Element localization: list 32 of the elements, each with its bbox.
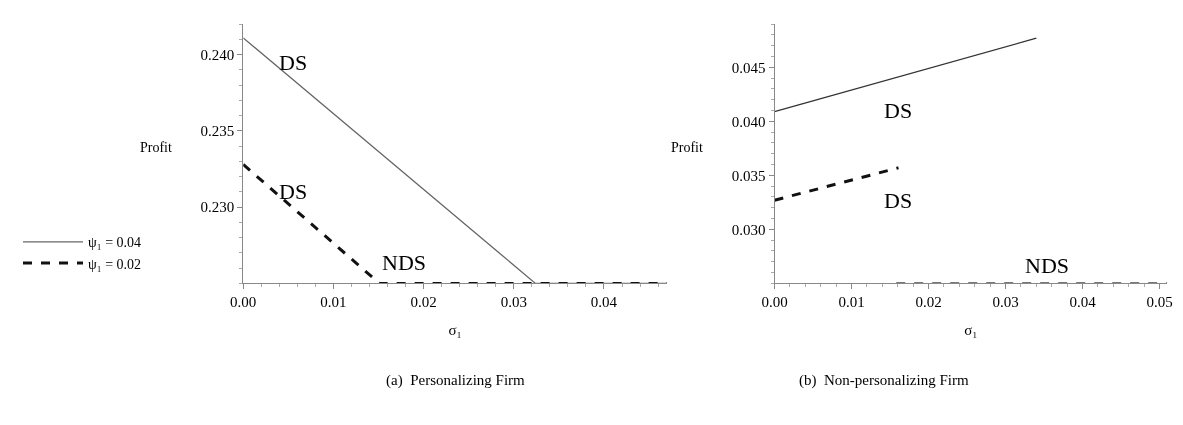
legend-label: ψ₁ = 0.02: [88, 256, 142, 272]
x-tick-label: 0.00: [761, 294, 788, 311]
y-tick-label: 0.235: [200, 123, 235, 140]
text: (a) Personalizing Firm: [386, 372, 526, 389]
x-tick-label: 0.04: [590, 294, 618, 311]
x-tick-label: 0.03: [500, 294, 527, 311]
annotation: DS: [884, 98, 913, 123]
x-axis-title: σ₁: [448, 322, 462, 339]
annotation: DS: [884, 188, 913, 213]
x-tick-label: 0.00: [230, 294, 257, 311]
y-axis-title: Profit: [671, 140, 703, 155]
annotation: NDS: [382, 250, 427, 275]
x-tick-label: 0.01: [320, 294, 347, 311]
y-tick-label: 0.040: [731, 113, 766, 130]
annotation: NDS: [1025, 253, 1070, 278]
x-tick-label: 0.04: [1069, 294, 1097, 311]
x-axis-title: σ₁: [964, 322, 978, 339]
text: (b) Non-personalizing Firm: [799, 372, 969, 389]
y-tick-label: 0.230: [200, 199, 235, 216]
y-tick-label: 0.030: [731, 221, 766, 238]
x-tick-label: 0.03: [992, 294, 1019, 311]
x-tick-label: 0.02: [410, 294, 437, 311]
annotation: DS: [279, 179, 308, 204]
annotation: DS: [279, 50, 308, 75]
x-tick-label: 0.01: [838, 294, 865, 311]
x-tick-label: 0.05: [1146, 294, 1173, 311]
y-axis-title: Profit: [140, 140, 172, 155]
y-tick-label: 0.045: [731, 59, 766, 76]
legend-label: ψ₁ = 0.04: [88, 235, 142, 251]
y-tick-label: 0.240: [200, 46, 235, 63]
y-tick-label: 0.035: [731, 167, 766, 184]
x-tick-label: 0.02: [915, 294, 942, 311]
